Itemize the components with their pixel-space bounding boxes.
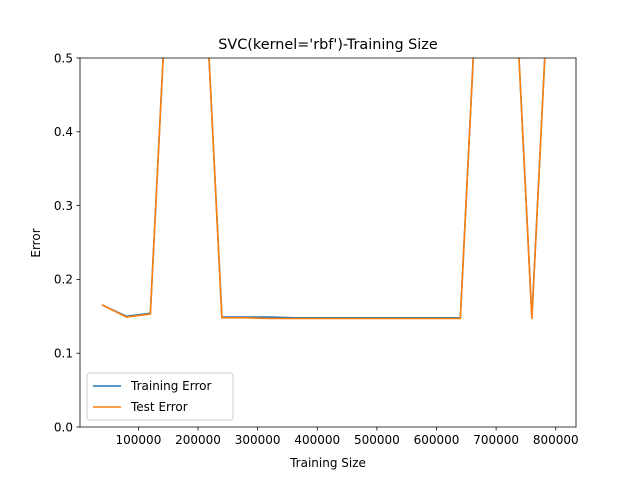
y-tick-label: 0.0 [54, 420, 73, 434]
ticks-layer: 100000 200000 300000 400000 500000 600000 7000… [54, 51, 579, 447]
x-tick-label: 300000 [235, 433, 281, 447]
chart-title: SVC(kernel='rbf')-Training Size [218, 37, 438, 53]
y-tick-label: 0.5 [54, 51, 73, 65]
y-axis-label: Error [29, 228, 43, 257]
x-tick-label: 700000 [473, 433, 519, 447]
x-tick-label: 100000 [116, 433, 162, 447]
legend: Training Error Test Error [86, 372, 234, 421]
legend-label-training-error: Training Error [130, 379, 211, 393]
x-tick-label: 500000 [354, 433, 400, 447]
series-line-test-error [101, 58, 546, 320]
y-tick-label: 0.3 [54, 199, 73, 213]
legend-frame [86, 372, 234, 421]
y-tick-label: 0.1 [54, 347, 73, 361]
y-tick-label: 0.2 [54, 273, 73, 287]
y-tick-label: 0.4 [54, 125, 73, 139]
axes-layer [79, 57, 577, 428]
x-tick-label: 400000 [294, 433, 340, 447]
series-layer [101, 58, 546, 320]
plot-background [80, 58, 576, 427]
legend-label-test-error: Test Error [130, 400, 188, 414]
x-axis-label: Training Size [289, 456, 366, 470]
x-tick-label: 200000 [175, 433, 221, 447]
x-tick-label: 600000 [414, 433, 460, 447]
x-tick-label: 800000 [533, 433, 579, 447]
